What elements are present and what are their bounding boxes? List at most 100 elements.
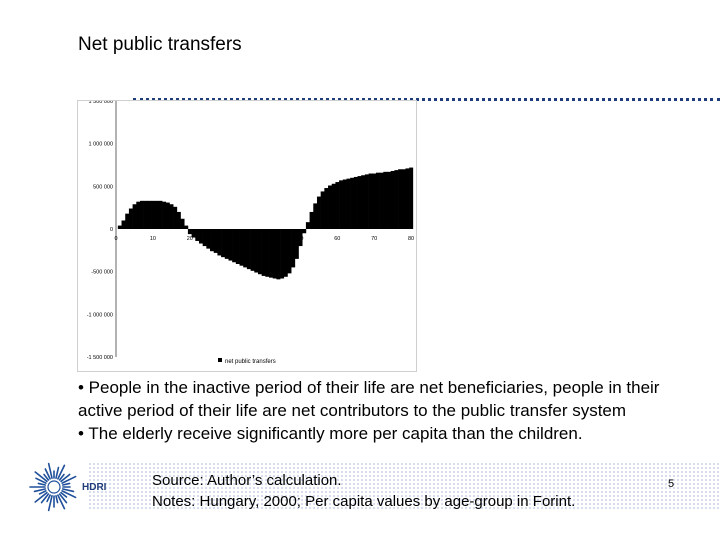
bar-age-29	[221, 229, 226, 258]
bar-age-45	[280, 229, 285, 279]
legend-label: net public transfers	[225, 359, 276, 365]
bar-age-27	[213, 229, 218, 253]
y-tick-label: -1 000 000	[87, 312, 113, 318]
bar-age-67	[361, 175, 366, 229]
bar-age-78	[401, 169, 406, 229]
bar-age-77	[398, 169, 403, 229]
x-tick-label: 60	[334, 236, 340, 242]
bar-age-52	[305, 222, 310, 229]
bar-age-6	[136, 201, 141, 229]
bar-age-22	[195, 229, 200, 241]
bar-age-37	[250, 229, 255, 271]
page-number: 5	[668, 478, 675, 490]
chart-frame: 1 500 000 1 000 000 500 000 0 -500 000 -1 000…	[77, 100, 417, 372]
x-tick-label: 70	[371, 236, 377, 242]
bar-age-69	[368, 173, 373, 229]
bar-age-80	[409, 167, 414, 229]
hdri-logo-icon	[29, 462, 77, 512]
bar-age-28	[217, 229, 222, 256]
bar-age-41	[265, 229, 270, 277]
bullet-list: • People in the inactive period of their…	[78, 376, 708, 445]
bar-age-75	[390, 170, 395, 229]
bar-age-36	[246, 229, 251, 270]
bar-age-5	[132, 204, 137, 229]
bar-age-63	[346, 178, 351, 229]
y-tick-label: 1 500 000	[89, 101, 113, 105]
bar-age-46	[283, 229, 288, 277]
bar-age-70	[372, 173, 377, 229]
x-tick-label: 20	[187, 236, 193, 242]
bar-age-26	[210, 229, 215, 252]
bar-age-39	[257, 229, 262, 275]
bar-age-76	[394, 170, 399, 229]
bar-age-35	[243, 229, 248, 268]
bar-age-24	[202, 229, 207, 247]
bar-age-14	[165, 202, 170, 229]
source-notes: Source: Author’s calculation. Notes: Hun…	[152, 470, 622, 512]
bar-age-71	[375, 172, 380, 229]
bar-age-4	[128, 208, 133, 229]
bar-age-54	[313, 203, 318, 229]
y-tick-label: -500 000	[91, 270, 113, 276]
bar-age-42	[269, 229, 274, 278]
bar-age-15	[169, 204, 174, 229]
y-axis-labels: 1 500 000 1 000 000 500 000 0 -500 000 -1 000…	[87, 101, 113, 361]
bar-age-33	[235, 229, 240, 264]
bar-age-59	[331, 183, 336, 229]
bar-age-11	[154, 200, 159, 229]
slide-title: Net public transfers	[78, 34, 242, 55]
source-text: Source: Author’s calculation.	[152, 472, 342, 489]
bar-age-79	[405, 168, 410, 229]
bar-age-56	[320, 191, 325, 229]
bar-age-23	[198, 229, 203, 244]
bar-age-65	[353, 176, 358, 229]
bar-age-72	[379, 172, 384, 229]
legend-swatch	[218, 358, 222, 362]
bar-age-64	[350, 177, 355, 229]
bar-age-30	[224, 229, 229, 259]
x-tick-label: 50	[297, 236, 303, 242]
y-tick-label: 1 000 000	[89, 142, 113, 148]
bar-age-58	[328, 185, 333, 229]
bar-age-73	[383, 171, 388, 229]
bar-age-19	[184, 225, 189, 229]
bar-age-10	[151, 200, 156, 229]
bar-age-62	[342, 179, 347, 229]
x-tick-label: 10	[150, 236, 156, 242]
bar-age-44	[276, 229, 281, 280]
x-tick-label: 30	[224, 236, 230, 242]
y-tick-label: -1 500 000	[87, 355, 113, 361]
bar-age-1	[117, 225, 122, 229]
bar-age-50	[298, 229, 303, 247]
bar-age-34	[239, 229, 244, 266]
footer-pattern	[88, 462, 720, 510]
bar-age-18	[180, 218, 185, 229]
bars-group	[117, 167, 414, 280]
bar-age-9	[147, 200, 152, 229]
bar-age-3	[125, 213, 130, 229]
bar-age-31	[228, 229, 233, 261]
bar-age-61	[339, 180, 344, 229]
x-tick-label: 80	[408, 236, 414, 242]
bar-age-74	[387, 171, 392, 229]
bar-age-32	[232, 229, 237, 263]
bar-age-49	[294, 229, 299, 259]
dotted-divider	[133, 98, 720, 101]
bar-age-8	[143, 200, 148, 229]
bar-age-68	[364, 174, 369, 229]
logo-text: HDRI	[82, 482, 107, 493]
bar-age-12	[158, 200, 163, 229]
bar-age-55	[316, 196, 321, 229]
bar-age-60	[335, 182, 340, 229]
notes-text: Notes: Hungary, 2000; Per capita values …	[152, 493, 576, 510]
bar-age-17	[176, 211, 181, 229]
bar-age-43	[272, 229, 277, 279]
bar-age-21	[191, 229, 196, 238]
legend: net public transfers	[218, 358, 276, 365]
y-tick-label: 0	[110, 227, 113, 233]
bar-age-51	[302, 229, 307, 234]
x-tick-label: 40	[260, 236, 266, 242]
bar-age-7	[139, 200, 144, 229]
bar-age-25	[206, 229, 211, 249]
